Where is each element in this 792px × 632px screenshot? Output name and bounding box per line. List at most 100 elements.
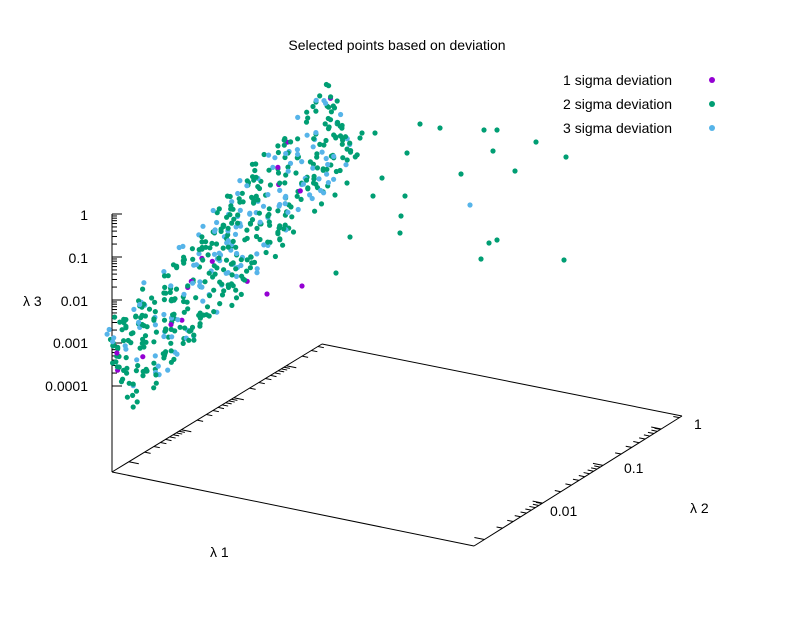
data-point-2sigma (334, 98, 340, 104)
data-point-2sigma (275, 229, 281, 235)
x-minor-tick (144, 451, 151, 454)
data-point-2sigma (124, 365, 130, 371)
y-minor-tick (651, 429, 658, 432)
data-point-2sigma (339, 141, 345, 147)
data-point-2sigma (207, 293, 213, 299)
data-point-2sigma (265, 239, 271, 245)
data-point-2sigma (209, 240, 215, 246)
data-point-2sigma (251, 259, 258, 265)
data-point-2sigma (342, 134, 349, 140)
data-point-2sigma (332, 192, 338, 198)
x-minor-tick (228, 400, 235, 403)
x-major-tick (233, 397, 244, 401)
data-point-3sigma (325, 161, 331, 168)
x-minor-tick (225, 402, 232, 405)
data-point-3sigma (134, 357, 140, 363)
data-point-2sigma (331, 132, 337, 138)
data-point-2sigma (305, 185, 311, 191)
y-minor-tick (565, 483, 572, 486)
data-point-2sigma (313, 108, 319, 114)
data-point-2sigma (247, 220, 253, 226)
data-point-2sigma (200, 257, 206, 263)
data-point-2sigma (239, 190, 245, 196)
data-point-3sigma (131, 306, 137, 312)
x-major-tick (181, 429, 192, 433)
data-point-3sigma (270, 164, 276, 170)
data-point-3sigma (165, 367, 171, 373)
data-point-3sigma (331, 153, 337, 159)
data-point-3sigma (225, 238, 231, 244)
x-major-tick (128, 461, 139, 465)
data-point-3sigma (197, 279, 203, 285)
data-point-3sigma (283, 150, 289, 157)
axis-frame (111, 214, 683, 547)
data-point-2sigma (230, 238, 236, 244)
data-point-2sigma (437, 125, 443, 131)
y-minor-tick (572, 478, 580, 481)
data-point-3sigma (295, 206, 301, 213)
data-point-2sigma (326, 124, 332, 130)
data-point-2sigma (486, 240, 492, 246)
data-point-2sigma (185, 283, 191, 289)
data-point-2sigma (143, 339, 149, 345)
data-point-2sigma (275, 170, 282, 176)
x-minor-tick (197, 419, 204, 422)
data-point-2sigma (137, 345, 143, 351)
data-point-2sigma (303, 119, 310, 125)
data-point-2sigma (244, 235, 250, 241)
data-point-2sigma (128, 340, 134, 346)
data-point-3sigma (136, 319, 142, 325)
data-point-2sigma (177, 324, 183, 330)
data-point-2sigma (221, 267, 227, 273)
data-point-3sigma (307, 192, 313, 198)
data-point-2sigma (458, 171, 464, 177)
legend-label-3sigma: 3 sigma deviation (563, 120, 672, 136)
data-point-2sigma (372, 130, 378, 136)
data-point-2sigma (320, 166, 326, 172)
data-point-3sigma (141, 280, 147, 286)
data-point-2sigma (238, 291, 244, 297)
data-point-3sigma (285, 168, 291, 174)
data-point-2sigma (231, 216, 237, 222)
data-point-2sigma (261, 151, 267, 158)
data-point-2sigma (153, 380, 159, 386)
data-point-2sigma (197, 310, 203, 316)
data-point-2sigma (563, 154, 569, 160)
data-point-2sigma (190, 256, 196, 262)
data-point-3sigma (310, 144, 316, 150)
data-point-2sigma (512, 168, 518, 174)
y-minor-tick (554, 490, 561, 493)
data-point-2sigma (247, 265, 253, 271)
data-point-3sigma (254, 251, 260, 257)
y-minor-tick (520, 511, 527, 514)
data-point-2sigma (207, 245, 213, 251)
data-point-2sigma (490, 148, 496, 154)
data-point-2sigma (112, 314, 118, 320)
data-point-2sigma (199, 239, 205, 245)
data-point-3sigma (310, 165, 316, 171)
data-point-2sigma (359, 130, 365, 136)
y-minor-tick (532, 503, 539, 506)
data-point-2sigma (225, 225, 231, 231)
x-minor-tick (206, 414, 213, 417)
data-point-1sigma (275, 164, 281, 170)
data-point-2sigma (282, 180, 288, 186)
data-point-2sigma (151, 360, 157, 366)
data-point-2sigma (344, 157, 350, 163)
back-right-edge (321, 343, 683, 417)
data-point-3sigma (200, 223, 206, 229)
data-point-2sigma (281, 142, 287, 148)
data-point-2sigma (223, 257, 230, 263)
z-tick-label-0.0001: 0.0001 (45, 378, 88, 394)
data-point-2sigma (168, 348, 174, 354)
data-point-2sigma (266, 206, 272, 212)
data-point-3sigma (152, 322, 158, 328)
data-point-3sigma (287, 160, 294, 166)
data-point-2sigma (133, 388, 140, 394)
data-point-2sigma (494, 237, 500, 243)
data-point-2sigma (263, 249, 269, 256)
data-point-3sigma (244, 183, 250, 189)
data-point-2sigma (167, 289, 173, 295)
data-point-2sigma (230, 260, 236, 266)
data-point-2sigma (130, 392, 136, 398)
